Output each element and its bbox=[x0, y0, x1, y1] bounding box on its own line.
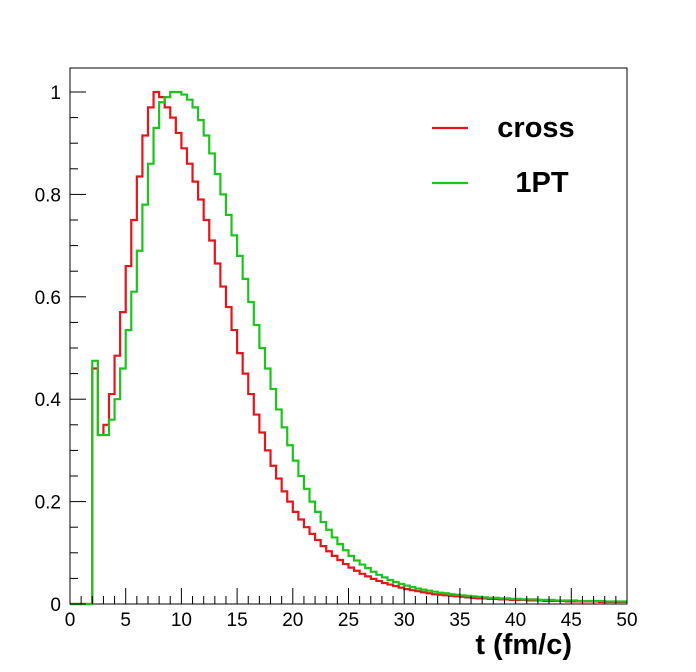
x-tick-label: 35 bbox=[449, 610, 470, 631]
series-line-1pt bbox=[70, 90, 627, 606]
x-tick-label: 15 bbox=[227, 610, 248, 631]
x-tick-label: 10 bbox=[171, 610, 192, 631]
y-tick-label: 0 bbox=[50, 595, 61, 616]
legend-label-cross: cross bbox=[497, 112, 574, 144]
y-tick-label: 0.6 bbox=[35, 288, 61, 309]
x-axis-ticks: 0 5 10 15 20 25 30 35 40 45 50 bbox=[65, 588, 638, 631]
x-tick-label: 0 bbox=[65, 610, 76, 631]
x-tick-label: 25 bbox=[338, 610, 359, 631]
legend: cross 1PT bbox=[432, 112, 575, 199]
y-tick-label: 0.4 bbox=[35, 390, 62, 411]
y-tick-label: 0.2 bbox=[35, 493, 61, 514]
x-tick-label: 50 bbox=[616, 610, 637, 631]
series-layer bbox=[70, 90, 627, 606]
y-tick-label: 1 bbox=[50, 83, 61, 104]
x-tick-label: 30 bbox=[394, 610, 415, 631]
y-axis-ticks: 0 0.2 0.4 0.6 0.8 1 bbox=[35, 83, 86, 616]
x-tick-label: 5 bbox=[120, 610, 131, 631]
x-axis-title: t (fm/c) bbox=[475, 629, 572, 661]
x-tick-label: 40 bbox=[505, 610, 526, 631]
legend-label-1pt: 1PT bbox=[515, 167, 568, 199]
x-tick-label: 45 bbox=[561, 610, 582, 631]
y-tick-label: 0.8 bbox=[35, 185, 61, 206]
x-tick-label: 20 bbox=[282, 610, 303, 631]
